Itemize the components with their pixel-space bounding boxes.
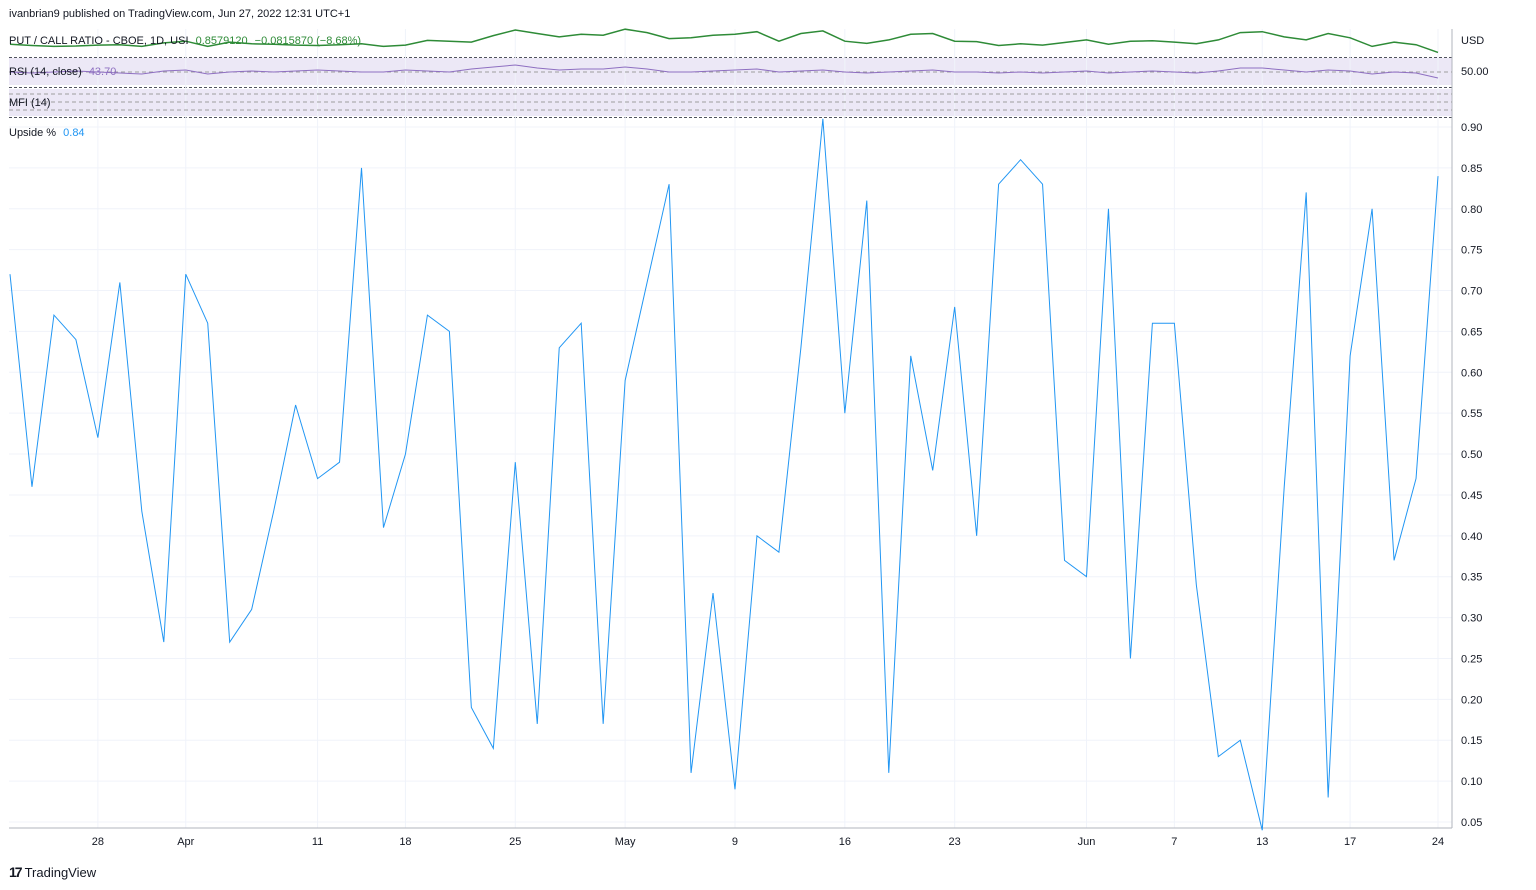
pcr-change: −0.0815870 (−8.68%) <box>254 35 362 47</box>
x-tick-label: 23 <box>949 836 961 848</box>
x-tick-label: 25 <box>509 836 521 848</box>
put-call-ratio-line <box>9 28 1439 54</box>
mfi-name: MFI (14) <box>9 97 51 109</box>
y-tick-label: 0.55 <box>1461 408 1482 420</box>
pane-separator[interactable] <box>9 57 1452 58</box>
tradingview-logo[interactable]: 17 TradingView <box>9 864 96 880</box>
publisher-attribution: ivanbrian9 published on TradingView.com,… <box>9 8 351 20</box>
y-tick-label: 0.30 <box>1461 613 1482 625</box>
rsi-line <box>9 64 1439 79</box>
x-tick-label: 13 <box>1256 836 1268 848</box>
y-tick-label: 0.65 <box>1461 326 1482 338</box>
upside-legend[interactable]: Upside % 0.84 <box>9 127 85 139</box>
y-tick-label: 0.70 <box>1461 286 1482 298</box>
y-tick-label: 0.85 <box>1461 163 1482 175</box>
y-tick-label: 0.10 <box>1461 776 1482 788</box>
x-tick-label: 11 <box>312 836 323 848</box>
x-tick-label: Apr <box>177 836 194 848</box>
upside-value: 0.84 <box>63 127 85 139</box>
pcr-legend[interactable]: PUT / CALL RATIO - CBOE, 1D, USI 0.85791… <box>9 35 361 47</box>
tradingview-logo-icon: 17 <box>9 864 23 880</box>
x-tick-label: Jun <box>1078 836 1096 848</box>
x-tick-label: 9 <box>732 836 738 848</box>
mfi-legend[interactable]: MFI (14) <box>9 97 51 109</box>
y-tick-label: 0.35 <box>1461 572 1482 584</box>
rsi-level-label: 50.00 <box>1461 66 1489 78</box>
upside-name: Upside % <box>9 127 57 139</box>
rsi-value: 43.70 <box>88 66 117 78</box>
y-tick-label: 0.25 <box>1461 653 1482 665</box>
x-tick-label: 24 <box>1432 836 1444 848</box>
rsi-legend[interactable]: RSI (14, close) 43.70 <box>9 66 116 78</box>
pcr-value: 0.8579120 <box>195 35 248 47</box>
pane-separator[interactable] <box>9 87 1452 88</box>
upside-line <box>9 118 1439 831</box>
x-tick-label: May <box>615 836 636 848</box>
y-tick-label: 0.05 <box>1461 817 1482 829</box>
y-tick-label: 0.75 <box>1461 245 1482 257</box>
y-tick-label: 0.15 <box>1461 735 1482 747</box>
y-tick-label: 0.45 <box>1461 490 1482 502</box>
x-tick-label: 7 <box>1171 836 1177 848</box>
currency-label[interactable]: USD <box>1461 35 1485 47</box>
x-tick-label: 16 <box>839 836 851 848</box>
x-tick-label: 28 <box>92 836 104 848</box>
y-tick-label: 0.40 <box>1461 531 1482 543</box>
x-tick-label: 18 <box>399 836 411 848</box>
pane-separator[interactable] <box>9 117 1452 118</box>
y-tick-label: 0.90 <box>1461 122 1482 134</box>
y-tick-label: 0.20 <box>1461 694 1482 706</box>
footer-brand: TradingView <box>24 864 97 880</box>
y-tick-label: 0.80 <box>1461 204 1482 216</box>
rsi-name: RSI (14, close) <box>9 66 82 78</box>
x-tick-label: 17 <box>1344 836 1356 848</box>
y-tick-label: 0.60 <box>1461 367 1482 379</box>
pcr-name: PUT / CALL RATIO - CBOE, 1D, USI <box>9 35 189 47</box>
y-tick-label: 0.50 <box>1461 449 1482 461</box>
